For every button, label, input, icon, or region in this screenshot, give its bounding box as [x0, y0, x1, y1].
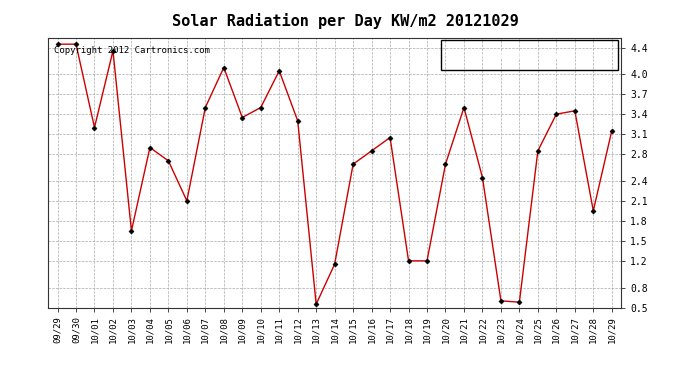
Text: Solar Radiation per Day KW/m2 20121029: Solar Radiation per Day KW/m2 20121029: [172, 13, 518, 29]
Text: Copyright 2012 Cartronics.com: Copyright 2012 Cartronics.com: [54, 46, 210, 55]
